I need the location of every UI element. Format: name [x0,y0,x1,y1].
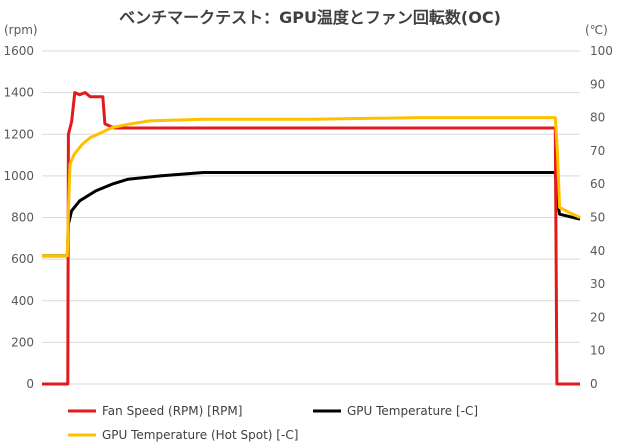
y-axis-label: (rpm) [4,23,38,37]
y-tick-label: 1600 [3,44,34,58]
y2-tick-label: 40 [590,244,605,258]
y-tick-label: 400 [11,294,34,308]
y-tick-label: 1200 [3,127,34,141]
y2-tick-label: 90 [590,77,605,91]
y2-tick-label: 80 [590,111,605,125]
series-line-1 [42,171,581,258]
legend-label: GPU Temperature [-C] [347,404,478,418]
y-tick-label: 200 [11,335,34,349]
legend-label: GPU Temperature (Hot Spot) [-C] [102,428,298,442]
y2-tick-label: 60 [590,177,605,191]
y2-tick-label: 30 [590,277,605,291]
y2-tick-label: 10 [590,344,605,358]
legend-label: Fan Speed (RPM) [RPM] [102,404,242,418]
y2-tick-label: 0 [590,377,598,391]
y-tick-label: 1400 [3,86,34,100]
chart-title: ベンチマークテスト：GPU温度とファン回転数(OC) [119,8,501,27]
y-tick-label: 800 [11,211,34,225]
y-tick-label: 600 [11,252,34,266]
y2-tick-label: 100 [590,44,613,58]
y2-tick-label: 20 [590,310,605,324]
series-line-2 [42,116,581,258]
y2-tick-label: 50 [590,211,605,225]
series-line-0 [42,91,580,386]
y-tick-label: 1000 [3,169,34,183]
y2-tick-label: 70 [590,144,605,158]
y2-axis-label: (℃) [585,23,608,37]
y-tick-label: 0 [26,377,34,391]
